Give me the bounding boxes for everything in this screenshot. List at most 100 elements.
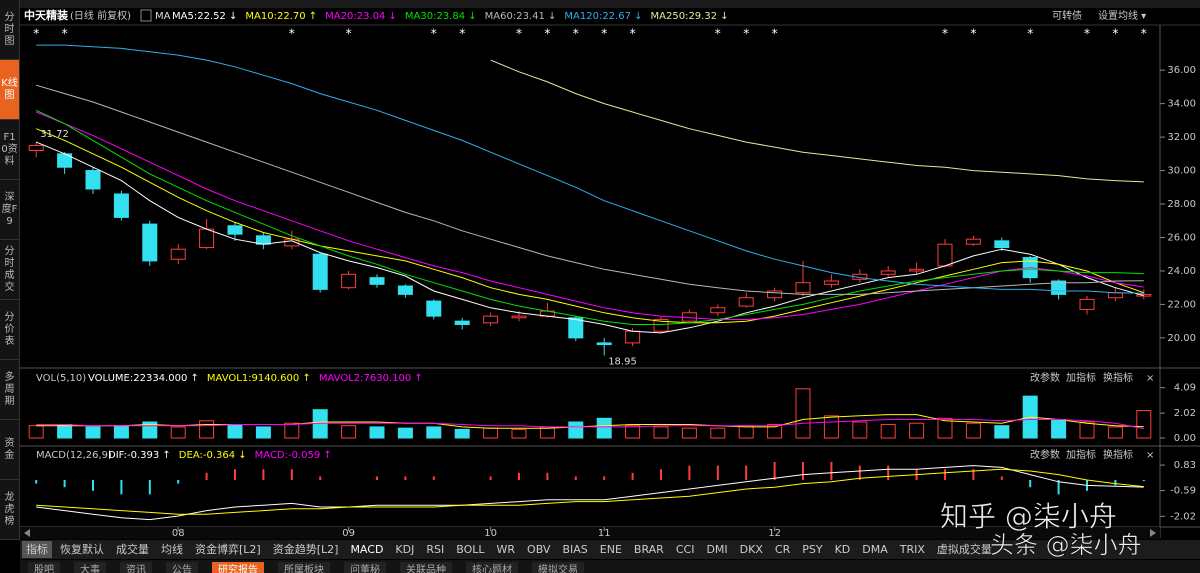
volume-bar — [511, 428, 527, 439]
candle-body — [653, 318, 669, 332]
tab[interactable]: 均线 — [161, 542, 183, 556]
volume-bar — [170, 426, 186, 439]
y-tick-label: 32.00 — [1167, 132, 1196, 143]
ma-button[interactable]: MA — [155, 11, 171, 22]
candle-body — [965, 238, 981, 245]
scroll-left[interactable] — [24, 529, 30, 537]
volume-bar — [426, 426, 442, 439]
bottom-tab[interactable]: 研究报告 — [218, 563, 258, 573]
event-star: * — [1027, 27, 1033, 41]
side-tab[interactable]: K线图 — [0, 60, 19, 120]
indicator-label: MA60:23.41 ↓ — [485, 11, 557, 22]
volume-bar — [227, 423, 243, 439]
y-tick-label: 22.00 — [1167, 299, 1196, 310]
volume-bar — [880, 423, 896, 439]
panel-tool[interactable]: 换指标 — [1103, 448, 1133, 461]
y-tick-label: 34.00 — [1167, 99, 1196, 110]
scrollbar[interactable] — [20, 527, 1160, 539]
event-star: * — [516, 27, 522, 41]
panel-tool[interactable]: 加指标 — [1066, 371, 1096, 384]
tab[interactable]: TRIX — [899, 543, 926, 556]
tab[interactable]: KD — [835, 543, 851, 556]
candle-body — [767, 290, 783, 299]
panel-tool[interactable]: × — [1146, 450, 1154, 461]
tab[interactable]: MACD — [350, 543, 383, 556]
tab[interactable]: 指标 — [26, 542, 48, 556]
bottom-tab-bg — [74, 562, 106, 573]
side-tab[interactable]: F10资料 — [0, 120, 19, 180]
bottom-tab[interactable]: 股吧 — [34, 564, 54, 573]
volume-bar — [965, 422, 981, 439]
y-tick-label: 20.00 — [1167, 333, 1196, 344]
tab[interactable]: 虚拟成交量 — [937, 542, 992, 556]
tab[interactable]: CCI — [676, 543, 695, 556]
y-tick-label: 26.00 — [1167, 232, 1196, 243]
side-tab[interactable]: 分时成交 — [0, 240, 19, 300]
panel-tool[interactable]: 改参数 — [1030, 448, 1060, 461]
candle-body — [113, 193, 129, 218]
bottom-tab[interactable]: 公告 — [172, 563, 192, 573]
bottom-tab[interactable]: 模拟交易 — [538, 563, 578, 573]
tab[interactable]: DMA — [862, 543, 888, 556]
tab[interactable]: 成交量 — [116, 542, 149, 556]
volume-bar — [625, 425, 641, 439]
volume-bar — [653, 426, 669, 439]
bottom-tab[interactable]: 资讯 — [126, 564, 146, 573]
scroll-right[interactable] — [1150, 529, 1156, 537]
tab[interactable]: DMI — [706, 543, 727, 556]
panel-tool[interactable]: 换指标 — [1103, 371, 1133, 384]
volume-bar — [994, 425, 1010, 439]
candle-body — [142, 223, 158, 262]
top-action[interactable]: 可转债 — [1052, 9, 1082, 22]
top-strip — [0, 0, 1200, 8]
y-tick-label: 4.09 — [1174, 383, 1196, 394]
tab[interactable]: BRAR — [634, 543, 664, 556]
tab[interactable]: WR — [497, 543, 516, 556]
watermark: 知乎 @柒小舟 — [940, 500, 1117, 533]
candle-body — [795, 282, 811, 294]
tab[interactable]: OBV — [527, 543, 551, 556]
tab[interactable]: DKX — [740, 543, 764, 556]
side-tab[interactable]: 深度F9 — [0, 180, 19, 240]
tab[interactable]: BOLL — [456, 543, 485, 556]
bottom-tab[interactable]: 问董秘 — [350, 563, 380, 573]
bottom-tab-bg — [344, 562, 386, 573]
bottom-tab[interactable]: 所属板块 — [284, 563, 324, 573]
side-tab[interactable]: 龙虎榜 — [0, 480, 19, 540]
side-tab[interactable]: 多周期 — [0, 360, 19, 420]
panel-tool[interactable]: × — [1146, 373, 1154, 384]
tab[interactable]: CR — [775, 543, 791, 556]
side-tab[interactable]: 分时图 — [0, 0, 19, 60]
tab[interactable]: BIAS — [562, 543, 587, 556]
candle-body — [937, 243, 953, 267]
event-star: * — [62, 27, 68, 41]
tab[interactable]: RSI — [426, 543, 444, 556]
tab[interactable]: 恢复默认 — [60, 542, 104, 556]
side-tab[interactable]: 分价表 — [0, 300, 19, 360]
panel-tool[interactable]: 加指标 — [1066, 448, 1096, 461]
stock-name: 中天精装 — [24, 8, 68, 22]
candle-body — [1107, 292, 1123, 299]
bottom-tab[interactable]: 关联品种 — [406, 563, 446, 573]
y-tick-label: -0.59 — [1170, 486, 1196, 497]
tab[interactable]: 资金博弈[L2] — [195, 542, 261, 556]
event-star: * — [1141, 27, 1147, 41]
indicator-label: DEA:-0.364 ↓ — [179, 450, 247, 461]
tab[interactable]: PSY — [802, 543, 823, 556]
tab[interactable]: 资金趋势[L2] — [273, 542, 339, 556]
bottom-tab[interactable]: 大事 — [80, 563, 100, 573]
side-tab[interactable]: 资金 — [0, 420, 19, 480]
event-star: * — [289, 27, 295, 41]
top-action[interactable]: 设置均线 ▾ — [1098, 9, 1146, 22]
volume-bar — [255, 426, 271, 439]
bottom-tab[interactable]: 核心题材 — [472, 563, 512, 573]
help-box[interactable] — [140, 9, 152, 22]
event-star: * — [743, 27, 749, 41]
panel-tool[interactable]: 改参数 — [1030, 371, 1060, 384]
volume-bar — [710, 427, 726, 439]
event-star: * — [544, 27, 550, 41]
tab[interactable]: ENE — [600, 543, 622, 556]
tab[interactable]: KDJ — [395, 543, 414, 556]
panel-title: VOL(5,10) — [36, 373, 86, 384]
